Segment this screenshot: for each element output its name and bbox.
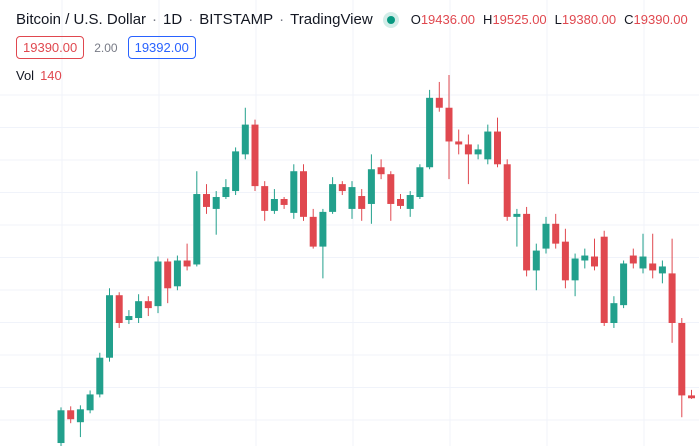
- candle-body: [581, 255, 589, 261]
- separator: ·: [152, 11, 158, 28]
- quote: 19390.00 2.00 19392.00: [16, 36, 196, 59]
- market-status[interactable]: [386, 15, 395, 24]
- candle-body: [67, 410, 75, 420]
- candle-body: [290, 171, 298, 213]
- candle-body: [144, 301, 152, 309]
- candle-body: [387, 174, 395, 204]
- volume: Vol 140: [16, 68, 62, 83]
- candle-body: [106, 295, 113, 358]
- ohlc-value: 19390.00: [633, 12, 688, 27]
- candle-body: [270, 198, 278, 211]
- candle-body: [658, 266, 666, 274]
- candle-body: [309, 216, 317, 247]
- candle-body: [348, 187, 356, 209]
- source: TradingView: [290, 11, 373, 28]
- candle-body: [135, 301, 143, 319]
- candle-body: [319, 211, 327, 247]
- candle-body: [367, 169, 375, 204]
- ask-price[interactable]: 19392.00: [127, 36, 196, 59]
- candle-body: [542, 223, 550, 249]
- candle-body: [610, 303, 618, 323]
- symbol[interactable]: Bitcoin / U.S. Dollar: [16, 11, 147, 28]
- exchange: BITSTAMP: [199, 11, 274, 28]
- candle-body: [358, 196, 366, 209]
- candle-body: [494, 131, 501, 165]
- candle-body: [464, 144, 472, 155]
- interval[interactable]: 1D: [163, 11, 183, 28]
- candle-body: [261, 186, 269, 211]
- candle-body: [532, 250, 540, 271]
- candle-body: [164, 261, 172, 289]
- ohlc-key: C: [624, 12, 634, 27]
- candle-body: [96, 357, 104, 395]
- separator: ·: [188, 11, 194, 28]
- candle-body: [173, 260, 181, 287]
- ohlc-key: O: [410, 12, 421, 27]
- header: Bitcoin / U.S. Dollar · 1D · BITSTAMP · …: [16, 11, 699, 28]
- ohlc-item: L19380.00: [555, 12, 616, 27]
- candle-body: [86, 394, 94, 411]
- candle-body: [435, 97, 443, 108]
- ohlc-key: H: [483, 12, 493, 27]
- candle-body: [115, 295, 123, 323]
- candle-body: [639, 256, 647, 269]
- candle-body: [649, 263, 657, 271]
- candle-body: [406, 195, 414, 209]
- candle-body: [329, 184, 337, 212]
- candle-body: [125, 316, 133, 321]
- candle-body: [600, 236, 608, 323]
- candle-body: [280, 198, 288, 205]
- candle-body: [183, 260, 191, 267]
- candle-body: [561, 241, 569, 281]
- candle-body: [57, 410, 65, 444]
- volume-label: Vol: [16, 68, 35, 83]
- ohlc-item: H19525.00: [483, 12, 547, 27]
- candle-body: [76, 409, 84, 423]
- candle-body: [513, 213, 521, 217]
- ohlc: O19436.00 H19525.00 L19380.00 C19390.00: [411, 12, 696, 27]
- candle-body: [426, 97, 434, 168]
- bid-price[interactable]: 19390.00: [16, 36, 85, 59]
- candle-body: [678, 322, 686, 396]
- candle-body: [591, 256, 598, 267]
- candle-body: [523, 213, 531, 271]
- ohlc-value: 19436.00: [420, 12, 476, 27]
- candle-body: [668, 273, 676, 323]
- volume-value: 140: [40, 68, 62, 83]
- candle-body: [251, 124, 259, 187]
- candle-body: [377, 167, 385, 175]
- candle-body: [154, 261, 162, 307]
- ohlc-value: 19525.00: [492, 12, 547, 27]
- candle-body: [571, 258, 579, 281]
- candle-body: [212, 197, 220, 209]
- ohlc-value: 19380.00: [561, 12, 617, 27]
- ohlc-item: C19390.00: [624, 12, 688, 27]
- candle-body: [222, 187, 230, 198]
- candle-body: [552, 223, 560, 244]
- candle-body: [300, 171, 307, 217]
- ohlc-key: L: [554, 12, 562, 27]
- candle-body: [629, 255, 637, 264]
- candle-body: [484, 131, 492, 160]
- candle-body: [203, 194, 210, 207]
- candle-body: [232, 151, 240, 192]
- ohlc-item: O19436.00: [411, 12, 475, 27]
- candle-body: [338, 184, 346, 192]
- candle-body: [474, 149, 482, 155]
- candle-body: [688, 395, 695, 399]
- candle-body: [193, 194, 201, 265]
- candle-body: [620, 263, 628, 306]
- candle-body: [503, 164, 511, 217]
- candle-body: [416, 167, 424, 198]
- candle-body: [241, 124, 249, 155]
- candle-body: [397, 198, 404, 206]
- spread: 2.00: [94, 40, 118, 55]
- candle-body: [455, 141, 463, 145]
- candle-body: [445, 107, 453, 142]
- separator: ·: [279, 11, 285, 28]
